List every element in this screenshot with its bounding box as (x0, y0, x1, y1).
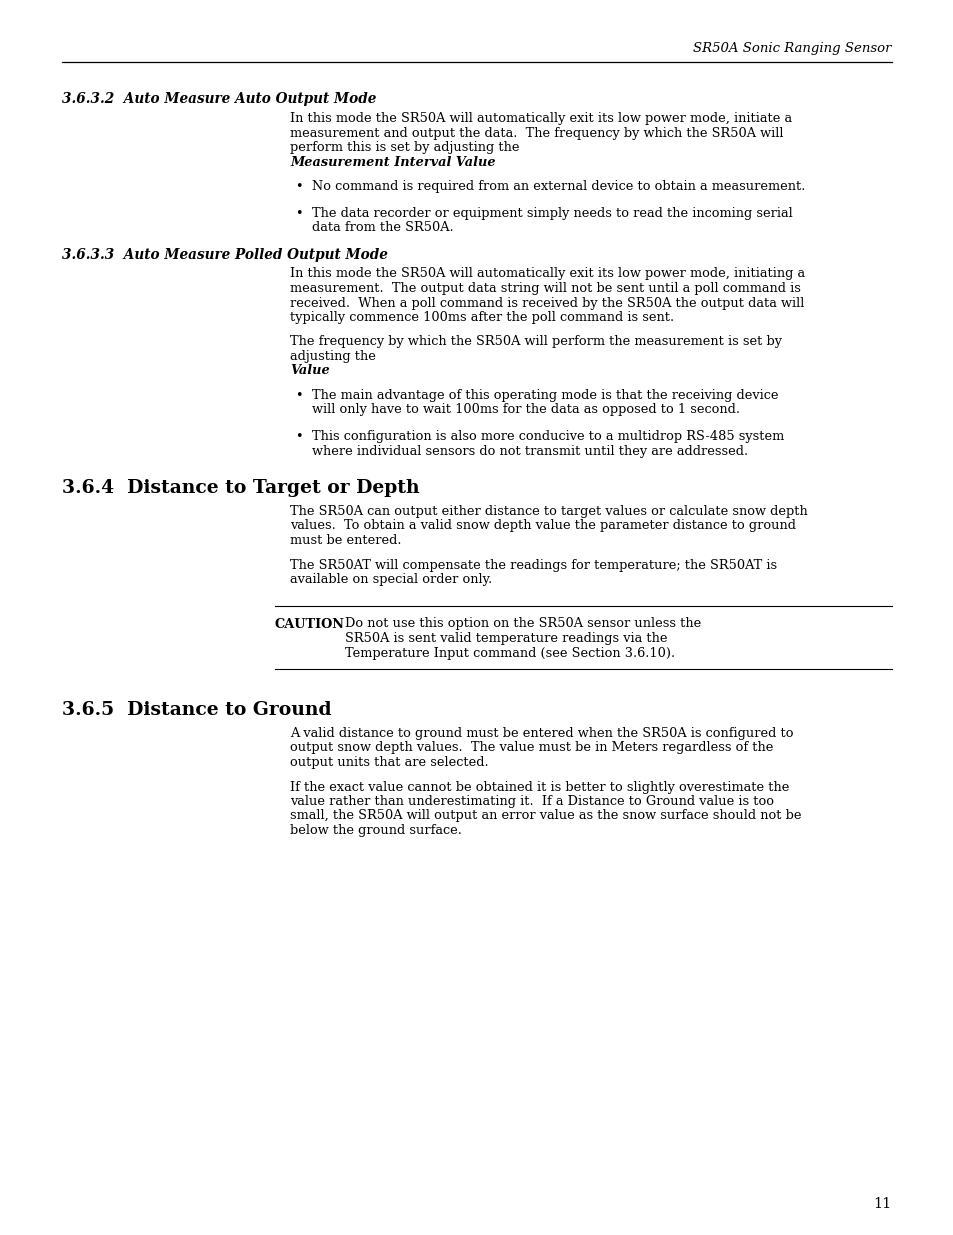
Text: below the ground surface.: below the ground surface. (290, 824, 461, 837)
Text: CAUTION: CAUTION (274, 618, 345, 631)
Text: output units that are selected.: output units that are selected. (290, 756, 488, 769)
Text: measurement and output the data.  The frequency by which the SR50A will: measurement and output the data. The fre… (290, 126, 782, 140)
Text: •: • (294, 389, 302, 403)
Text: This configuration is also more conducive to a multidrop RS-485 system: This configuration is also more conduciv… (312, 430, 783, 443)
Text: In this mode the SR50A will automatically exit its low power mode, initiating a: In this mode the SR50A will automaticall… (290, 268, 804, 280)
Text: The frequency by which the SR50A will perform the measurement is set by: The frequency by which the SR50A will pe… (290, 336, 781, 348)
Text: The data recorder or equipment simply needs to read the incoming serial: The data recorder or equipment simply ne… (312, 206, 792, 220)
Text: data from the SR50A.: data from the SR50A. (312, 221, 453, 233)
Text: SR50A is sent valid temperature readings via the: SR50A is sent valid temperature readings… (345, 632, 667, 645)
Text: 3.6.5  Distance to Ground: 3.6.5 Distance to Ground (62, 701, 332, 719)
Text: 3.6.3.2  Auto Measure Auto Output Mode: 3.6.3.2 Auto Measure Auto Output Mode (62, 91, 376, 106)
Text: SR50A Sonic Ranging Sensor: SR50A Sonic Ranging Sensor (693, 42, 891, 56)
Text: Value: Value (290, 364, 330, 378)
Text: where individual sensors do not transmit until they are addressed.: where individual sensors do not transmit… (312, 445, 747, 457)
Text: typically commence 100ms after the poll command is sent.: typically commence 100ms after the poll … (290, 311, 674, 324)
Text: perform this is set by adjusting the: perform this is set by adjusting the (290, 141, 523, 154)
Text: No command is required from an external device to obtain a measurement.: No command is required from an external … (312, 180, 804, 193)
Text: measurement.  The output data string will not be sent until a poll command is: measurement. The output data string will… (290, 282, 800, 295)
Text: available on special order only.: available on special order only. (290, 573, 492, 585)
Text: must be entered.: must be entered. (290, 534, 401, 547)
Text: •: • (294, 206, 302, 220)
Text: small, the SR50A will output an error value as the snow surface should not be: small, the SR50A will output an error va… (290, 809, 801, 823)
Text: received.  When a poll command is received by the SR50A the output data will: received. When a poll command is receive… (290, 296, 803, 310)
Text: 11: 11 (873, 1197, 891, 1212)
Text: In this mode the SR50A will automatically exit its low power mode, initiate a: In this mode the SR50A will automaticall… (290, 112, 791, 125)
Text: 3.6.4  Distance to Target or Depth: 3.6.4 Distance to Target or Depth (62, 479, 419, 496)
Text: A valid distance to ground must be entered when the SR50A is configured to: A valid distance to ground must be enter… (290, 727, 793, 740)
Text: •: • (294, 430, 302, 443)
Text: Do not use this option on the SR50A sensor unless the: Do not use this option on the SR50A sens… (345, 618, 700, 631)
Text: The SR50AT will compensate the readings for temperature; the SR50AT is: The SR50AT will compensate the readings … (290, 558, 777, 572)
Text: 3.6.3.3  Auto Measure Polled Output Mode: 3.6.3.3 Auto Measure Polled Output Mode (62, 247, 388, 262)
Text: If the exact value cannot be obtained it is better to slightly overestimate the: If the exact value cannot be obtained it… (290, 781, 788, 794)
Text: adjusting the: adjusting the (290, 350, 379, 363)
Text: The main advantage of this operating mode is that the receiving device: The main advantage of this operating mod… (312, 389, 778, 403)
Text: will only have to wait 100ms for the data as opposed to 1 second.: will only have to wait 100ms for the dat… (312, 404, 740, 416)
Text: output snow depth values.  The value must be in Meters regardless of the: output snow depth values. The value must… (290, 741, 773, 755)
Text: value rather than underestimating it.  If a Distance to Ground value is too: value rather than underestimating it. If… (290, 795, 773, 808)
Text: The SR50A can output either distance to target values or calculate snow depth: The SR50A can output either distance to … (290, 505, 807, 517)
Text: Measurement Interval Value: Measurement Interval Value (290, 156, 496, 168)
Text: Temperature Input command (see Section 3.6.10).: Temperature Input command (see Section 3… (345, 646, 675, 659)
Text: •: • (294, 180, 302, 193)
Text: values.  To obtain a valid snow depth value the parameter distance to ground: values. To obtain a valid snow depth val… (290, 520, 795, 532)
